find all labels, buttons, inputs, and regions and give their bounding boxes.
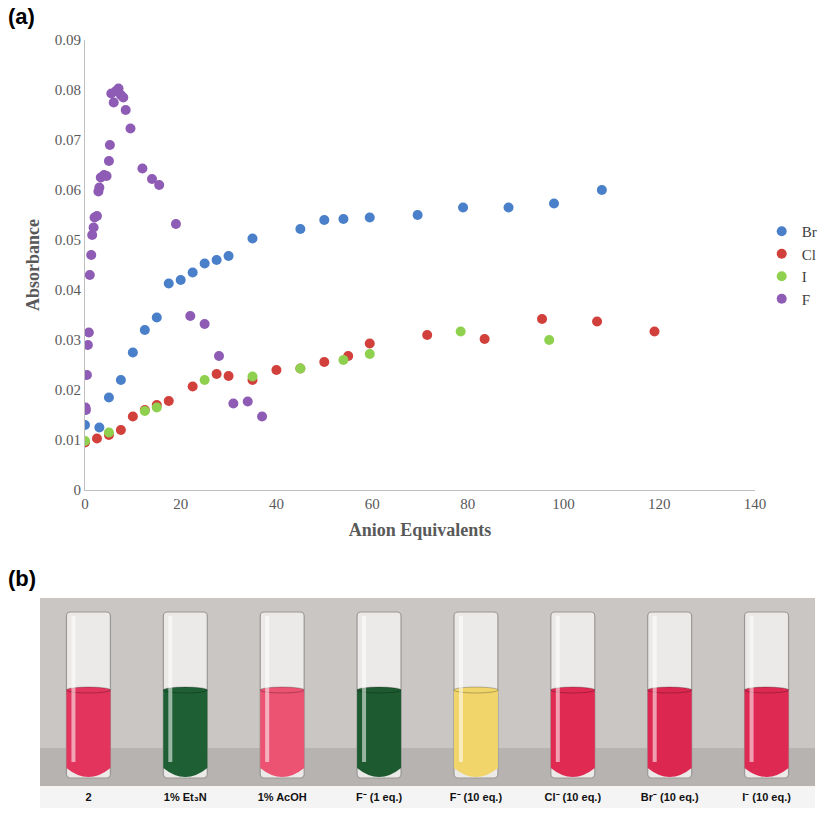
- html-text:(b): (b): [8, 566, 37, 591]
- svg-text:Cl: Cl: [802, 247, 816, 263]
- svg-text:0: 0: [74, 482, 82, 498]
- svg-text:0.03: 0.03: [55, 332, 81, 348]
- svg-text:0.06: 0.06: [55, 182, 82, 198]
- svg-text:0.02: 0.02: [55, 382, 81, 398]
- svg-text:0.07: 0.07: [55, 132, 82, 148]
- svg-text:Br: Br: [802, 224, 817, 240]
- svg-text:2: 2: [85, 791, 91, 803]
- svg-text:100: 100: [552, 496, 575, 512]
- svg-text:140: 140: [744, 496, 767, 512]
- svg-text:0: 0: [81, 496, 89, 512]
- svg-text:F⁻ (1 eq.): F⁻ (1 eq.): [356, 791, 403, 803]
- svg-text:0.04: 0.04: [55, 282, 82, 298]
- svg-text:1% AcOH: 1% AcOH: [258, 791, 307, 803]
- svg-text:120: 120: [648, 496, 671, 512]
- svg-text:I: I: [802, 269, 807, 285]
- svg-text:0.08: 0.08: [55, 82, 81, 98]
- svg-text:80: 80: [460, 496, 475, 512]
- svg-text:F: F: [802, 292, 810, 308]
- svg-text:0.09: 0.09: [55, 32, 81, 48]
- svg-text:40: 40: [269, 496, 284, 512]
- svg-text:I⁻ (10 eq.): I⁻ (10 eq.): [742, 791, 791, 803]
- svg-text:60: 60: [365, 496, 380, 512]
- svg-text:F⁻ (10 eq.): F⁻ (10 eq.): [450, 791, 503, 803]
- svg-text:0.01: 0.01: [55, 432, 81, 448]
- svg-text:Anion Equivalents: Anion Equivalents: [349, 520, 492, 540]
- svg-text:1% Et₃N: 1% Et₃N: [164, 791, 207, 803]
- svg-text:Absorbance: Absorbance: [23, 219, 43, 311]
- svg-text:0.05: 0.05: [55, 232, 81, 248]
- svg-text:Br⁻ (10 eq.): Br⁻ (10 eq.): [641, 791, 699, 803]
- svg-text:20: 20: [173, 496, 188, 512]
- svg-text:Cl⁻ (10 eq.): Cl⁻ (10 eq.): [545, 791, 602, 803]
- html-text:(a): (a): [8, 4, 35, 29]
